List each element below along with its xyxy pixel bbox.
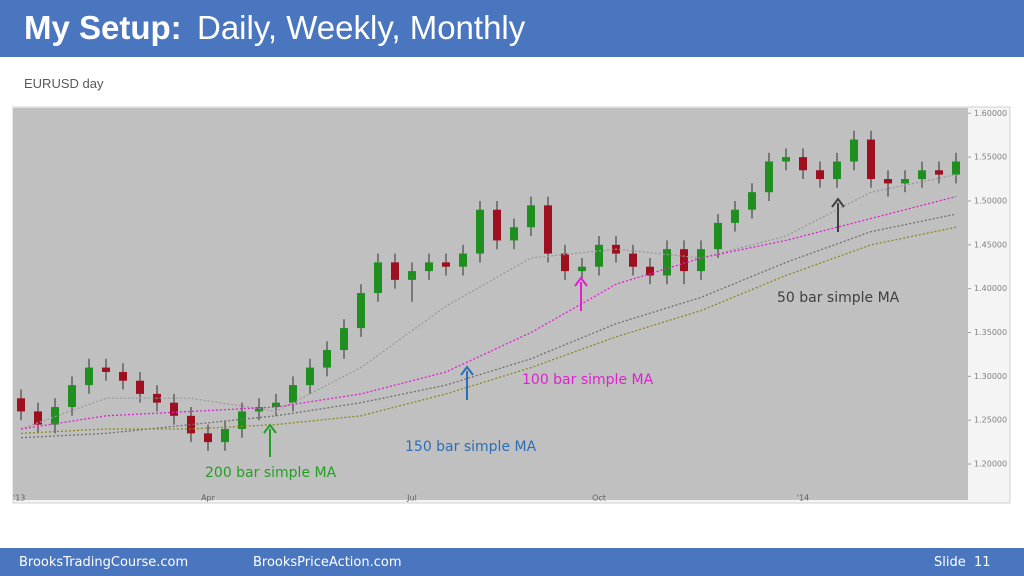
candle-body [34, 411, 42, 425]
candle-body [306, 367, 314, 386]
candle-body [680, 249, 688, 272]
candle-body [170, 402, 178, 416]
candle-body [833, 161, 841, 180]
candle-body [119, 371, 127, 381]
footer-center: BrooksPriceAction.com [253, 555, 402, 570]
header-bar: My Setup: Daily, Weekly, Monthly [0, 0, 1024, 57]
y-tick-label: 1.20000 [974, 460, 1007, 469]
candle-body [221, 428, 229, 443]
y-tick-label: 1.50000 [974, 196, 1007, 205]
candle-body [289, 385, 297, 403]
candle-body [391, 262, 399, 280]
y-tick-label: 1.45000 [974, 240, 1007, 249]
candle-body [340, 328, 348, 351]
ma-label: 100 bar simple MA [522, 372, 654, 388]
moving-average [20, 213, 957, 439]
candle-body [510, 227, 518, 241]
annotation-arrowhead [574, 276, 588, 287]
candle-body [935, 170, 943, 175]
annotation-arrowhead [263, 423, 277, 434]
y-tick-label: 1.40000 [974, 284, 1007, 293]
candle-body [918, 170, 926, 180]
candle-body [850, 139, 858, 162]
plot-area [13, 108, 968, 500]
footer-bar: BrooksTradingCourse.com BrooksPriceActio… [0, 548, 1024, 576]
title-bold: My Setup: [24, 9, 182, 46]
candle-body [459, 253, 467, 267]
candle-body [238, 411, 246, 429]
candle-body [527, 205, 535, 228]
candle-body [629, 253, 637, 267]
candle-body [884, 179, 892, 184]
candle-body [748, 192, 756, 210]
candle-body [901, 179, 909, 184]
y-tick-label: 1.60000 [974, 109, 1007, 118]
candle-body [799, 157, 807, 171]
annotation-arrowhead [831, 197, 845, 208]
moving-average [20, 195, 957, 430]
candle-body [204, 433, 212, 443]
y-tick-label: 1.35000 [974, 328, 1007, 337]
candle-body [323, 350, 331, 368]
candle-body [544, 205, 552, 254]
candle-body [816, 170, 824, 180]
y-tick-label: 1.25000 [974, 416, 1007, 425]
candle-body [952, 161, 960, 175]
candle-body [646, 266, 654, 276]
candle-body [102, 367, 110, 372]
candle-body [17, 398, 25, 412]
candle-body [136, 380, 144, 394]
y-tick-label: 1.55000 [974, 153, 1007, 162]
candle-body [187, 415, 195, 434]
moving-average [20, 174, 957, 430]
candle-body [867, 139, 875, 180]
candle-body [85, 367, 93, 386]
annotation-arrowhead [460, 365, 474, 376]
subtitle: EURUSD day [24, 76, 104, 91]
candle-body [442, 262, 450, 267]
slide-number: Slide 11 [934, 555, 991, 570]
candle-body [374, 262, 382, 294]
candle-body [765, 161, 773, 193]
candle-body [357, 293, 365, 329]
x-tick-label: '14 [797, 494, 809, 503]
candle-body [408, 271, 416, 280]
candle-body [782, 157, 790, 162]
candle-body [714, 222, 722, 250]
candle-body [595, 244, 603, 267]
ma-label: 50 bar simple MA [777, 290, 900, 306]
candle-body [476, 209, 484, 254]
candle-body [663, 249, 671, 276]
title: Daily, Weekly, Monthly [197, 9, 526, 46]
candle-body [425, 262, 433, 272]
ma-label: 200 bar simple MA [205, 465, 337, 481]
x-tick-label: '13 [13, 494, 25, 503]
candle-body [493, 209, 501, 241]
candle-body [697, 249, 705, 272]
candle-body [68, 385, 76, 408]
x-tick-label: Oct [592, 494, 606, 503]
x-tick-label: Apr [201, 494, 216, 503]
candle-body [731, 209, 739, 223]
candle-body [578, 266, 586, 272]
candle-body [272, 402, 280, 408]
footer-left: BrooksTradingCourse.com [19, 555, 189, 570]
candle-body [561, 253, 569, 272]
x-tick-label: Jul [406, 494, 417, 503]
candle-body [51, 407, 59, 425]
moving-average [20, 226, 957, 435]
ma-label: 150 bar simple MA [405, 439, 537, 455]
y-tick-label: 1.30000 [974, 372, 1007, 381]
